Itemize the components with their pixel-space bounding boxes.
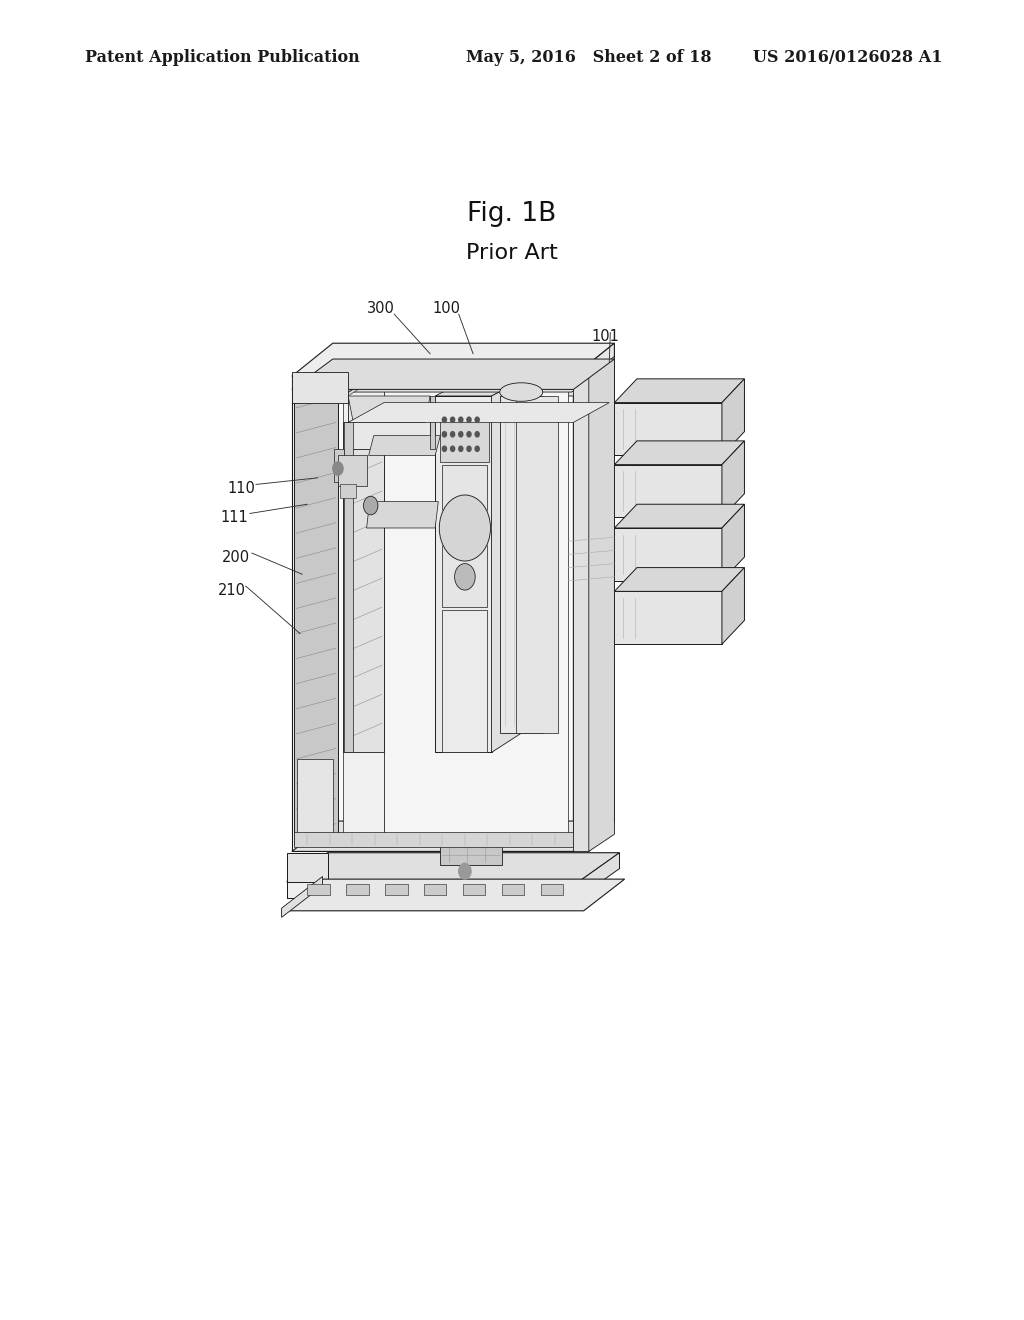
Polygon shape [614, 528, 722, 581]
Circle shape [439, 495, 490, 561]
Polygon shape [297, 759, 333, 841]
Polygon shape [343, 389, 384, 834]
Polygon shape [516, 396, 558, 733]
Circle shape [459, 863, 471, 879]
Circle shape [451, 417, 455, 422]
Polygon shape [424, 884, 446, 895]
Circle shape [442, 417, 446, 422]
Circle shape [333, 462, 343, 475]
Polygon shape [348, 396, 430, 422]
Polygon shape [369, 436, 440, 455]
Polygon shape [614, 591, 722, 644]
Text: 100: 100 [432, 301, 461, 317]
Polygon shape [307, 884, 330, 895]
Circle shape [475, 417, 479, 422]
Circle shape [467, 446, 471, 451]
Polygon shape [614, 403, 722, 455]
Polygon shape [292, 343, 614, 376]
Polygon shape [442, 610, 487, 752]
Polygon shape [573, 343, 614, 851]
Circle shape [442, 432, 446, 437]
Circle shape [459, 432, 463, 437]
Text: 110: 110 [227, 480, 255, 496]
Polygon shape [287, 853, 620, 882]
Polygon shape [292, 376, 573, 851]
Polygon shape [502, 884, 524, 895]
Text: US 2016/0126028 A1: US 2016/0126028 A1 [753, 49, 942, 66]
Polygon shape [292, 821, 614, 851]
Polygon shape [282, 876, 323, 917]
Polygon shape [722, 568, 744, 644]
Polygon shape [348, 372, 607, 392]
Polygon shape [348, 396, 430, 449]
Text: 111: 111 [220, 510, 248, 525]
Ellipse shape [500, 383, 543, 401]
Text: 210: 210 [218, 582, 246, 598]
Polygon shape [344, 422, 353, 752]
Polygon shape [334, 449, 344, 482]
Polygon shape [573, 376, 589, 851]
Polygon shape [614, 568, 744, 591]
Polygon shape [614, 441, 744, 465]
Polygon shape [573, 649, 614, 660]
Circle shape [442, 446, 446, 451]
Polygon shape [346, 884, 369, 895]
Polygon shape [343, 422, 384, 752]
Polygon shape [440, 834, 502, 865]
Polygon shape [442, 465, 487, 607]
Polygon shape [614, 504, 744, 528]
Circle shape [459, 446, 463, 451]
Text: 101: 101 [592, 329, 620, 345]
Polygon shape [384, 389, 568, 834]
Polygon shape [614, 465, 722, 517]
Polygon shape [589, 356, 614, 851]
Polygon shape [722, 379, 744, 455]
Polygon shape [454, 506, 476, 539]
Text: May 5, 2016   Sheet 2 of 18: May 5, 2016 Sheet 2 of 18 [466, 49, 712, 66]
Polygon shape [463, 884, 485, 895]
Polygon shape [492, 380, 522, 752]
Text: 200: 200 [222, 549, 250, 565]
Polygon shape [348, 403, 609, 422]
Polygon shape [385, 884, 408, 895]
Circle shape [459, 417, 463, 422]
Circle shape [451, 446, 455, 451]
Polygon shape [367, 502, 438, 528]
Polygon shape [435, 396, 492, 752]
Polygon shape [500, 396, 543, 733]
Polygon shape [343, 372, 384, 396]
Text: Prior Art: Prior Art [466, 243, 558, 264]
Polygon shape [722, 504, 744, 581]
Polygon shape [282, 879, 625, 911]
Text: Fig. 1B: Fig. 1B [467, 201, 557, 227]
Circle shape [467, 417, 471, 422]
Polygon shape [292, 359, 614, 389]
Polygon shape [340, 484, 356, 498]
Text: Patent Application Publication: Patent Application Publication [85, 49, 359, 66]
Polygon shape [440, 403, 489, 462]
Text: 300: 300 [367, 301, 395, 317]
Polygon shape [335, 455, 348, 475]
Polygon shape [292, 372, 348, 403]
Polygon shape [294, 832, 573, 847]
Polygon shape [343, 370, 614, 396]
Polygon shape [614, 379, 744, 403]
Polygon shape [430, 396, 435, 449]
Circle shape [467, 432, 471, 437]
Polygon shape [579, 853, 620, 898]
Polygon shape [722, 441, 744, 517]
Circle shape [475, 446, 479, 451]
Circle shape [364, 496, 378, 515]
Polygon shape [287, 882, 579, 898]
Polygon shape [294, 383, 338, 845]
Polygon shape [287, 853, 328, 898]
Circle shape [475, 432, 479, 437]
Circle shape [455, 564, 475, 590]
Polygon shape [541, 884, 563, 895]
Circle shape [451, 432, 455, 437]
Polygon shape [338, 455, 367, 486]
Polygon shape [573, 649, 614, 847]
Polygon shape [435, 380, 522, 396]
